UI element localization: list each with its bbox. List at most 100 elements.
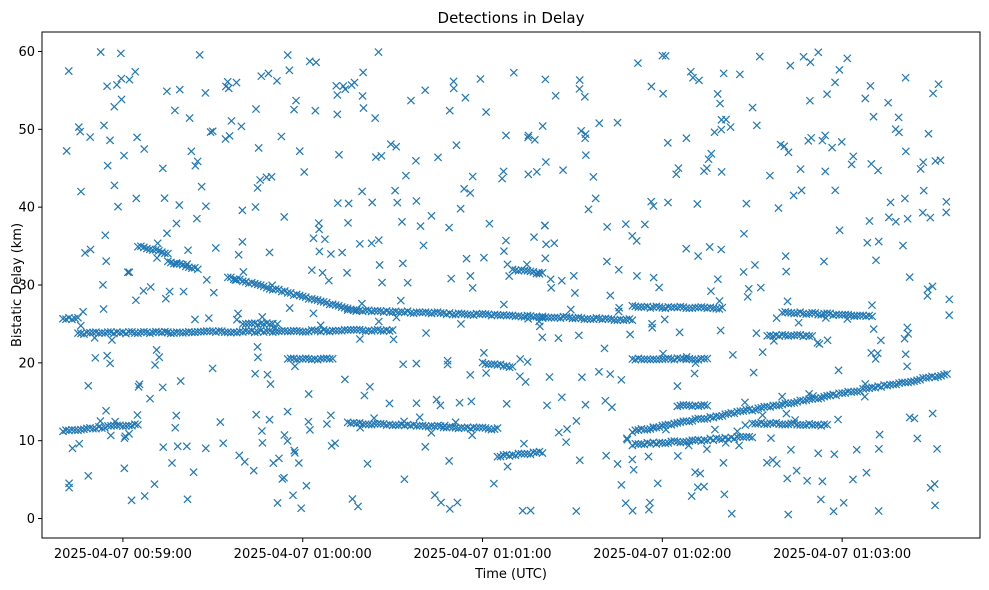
data-point — [139, 286, 148, 295]
data-point — [146, 394, 155, 403]
data-point — [374, 48, 383, 57]
data-point — [496, 311, 505, 320]
data-point — [752, 121, 761, 130]
data-point — [241, 326, 250, 335]
data-point — [224, 84, 233, 93]
data-point — [541, 157, 550, 167]
data-point — [547, 313, 556, 322]
data-point — [432, 395, 441, 404]
data-point — [493, 310, 502, 319]
data-point — [687, 492, 696, 501]
data-point — [606, 291, 615, 300]
data-point — [355, 239, 364, 248]
data-point — [658, 438, 667, 447]
data-point — [873, 349, 882, 358]
data-point — [82, 328, 91, 337]
data-point — [526, 506, 535, 515]
data-point — [368, 198, 377, 207]
data-point — [739, 267, 748, 277]
data-point — [685, 401, 694, 410]
data-point — [238, 206, 247, 215]
data-point — [874, 507, 883, 516]
data-point — [79, 425, 88, 434]
data-point — [292, 96, 301, 105]
data-point — [307, 266, 316, 275]
data-point — [415, 413, 424, 422]
data-point — [628, 455, 637, 464]
data-point — [328, 354, 337, 363]
data-point — [125, 429, 134, 438]
data-point — [117, 95, 126, 104]
data-point — [923, 291, 932, 300]
data-point — [136, 328, 145, 337]
data-point — [257, 426, 266, 436]
data-point — [735, 70, 744, 79]
data-point — [427, 211, 436, 220]
data-point — [852, 445, 861, 454]
data-point — [762, 458, 771, 467]
data-point — [720, 490, 729, 499]
data-point — [393, 198, 402, 207]
data-point — [754, 404, 763, 413]
data-point — [337, 303, 346, 312]
data-point — [193, 157, 202, 166]
data-point — [696, 469, 705, 478]
data-point — [861, 94, 870, 103]
data-point — [717, 245, 726, 254]
data-point — [621, 499, 630, 508]
data-point — [866, 81, 875, 90]
data-point — [481, 310, 490, 319]
data-point — [524, 170, 533, 179]
data-point — [702, 445, 711, 454]
data-point — [116, 49, 125, 58]
data-point — [595, 119, 604, 128]
data-point — [202, 327, 211, 336]
data-point — [834, 415, 843, 424]
data-point — [796, 396, 805, 405]
data-point — [204, 314, 213, 323]
data-point — [221, 134, 230, 144]
data-point — [252, 410, 261, 419]
data-point — [509, 68, 518, 77]
data-point — [326, 411, 335, 420]
data-point — [64, 426, 73, 435]
data-point — [808, 394, 817, 404]
data-point — [594, 367, 603, 376]
data-point — [521, 377, 530, 386]
data-point — [546, 275, 555, 284]
data-point — [134, 382, 143, 391]
data-point — [797, 186, 806, 195]
data-point — [529, 233, 539, 242]
data-point — [208, 364, 217, 373]
data-point — [86, 245, 95, 254]
data-point — [421, 422, 430, 431]
data-point — [81, 248, 90, 257]
data-point — [670, 437, 679, 446]
data-point — [223, 328, 232, 337]
data-point — [718, 303, 727, 312]
data-point — [649, 273, 658, 282]
data-point — [867, 159, 876, 168]
data-point — [394, 308, 403, 317]
data-point — [475, 310, 484, 319]
data-point — [913, 376, 922, 385]
data-point — [617, 375, 626, 384]
data-point — [309, 234, 318, 243]
data-point — [310, 354, 319, 364]
data-point — [694, 252, 703, 261]
data-point — [135, 380, 144, 389]
data-point — [331, 326, 340, 335]
data-point — [928, 409, 937, 418]
data-point — [192, 214, 201, 223]
data-point — [667, 303, 676, 312]
data-point — [660, 315, 669, 324]
data-point — [580, 315, 589, 324]
data-point — [349, 325, 358, 334]
data-point — [452, 141, 461, 150]
data-point — [926, 213, 935, 222]
data-point — [862, 312, 871, 321]
data-point — [305, 425, 314, 434]
data-point — [706, 287, 715, 296]
data-point — [867, 348, 876, 357]
data-point — [786, 445, 795, 454]
